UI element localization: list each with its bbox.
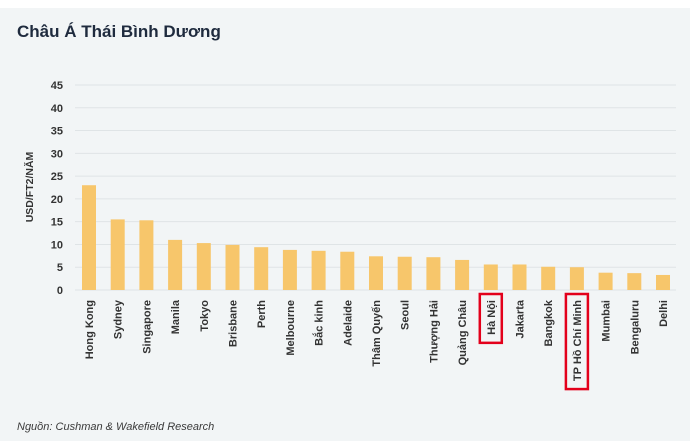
source-note: Nguồn: Cushman & Wakefield Research (17, 421, 215, 433)
bar (254, 247, 269, 290)
y-tick-label: 5 (57, 262, 63, 274)
x-tick-label: Quảng Châu (457, 300, 469, 365)
y-tick-label: 15 (51, 217, 63, 229)
bar (225, 244, 240, 290)
x-tick-label: Seoul (400, 300, 412, 330)
bar (656, 274, 670, 290)
bar (82, 185, 96, 290)
y-tick-label: 0 (57, 285, 63, 297)
x-axis-labels: Hong Kong Sydney Singapore Manila Tokyo Brisb… (84, 299, 670, 381)
x-tick-label: TP Hồ Chí Minh (572, 300, 584, 381)
bar (196, 243, 211, 290)
y-axis-label: USD/FT2/NĂM (23, 151, 36, 222)
bar (455, 259, 470, 290)
x-tick-label: Thượng Hải (428, 300, 440, 363)
bar (541, 266, 556, 290)
x-tick-label: Brisbane (228, 300, 240, 347)
bar (311, 250, 326, 290)
highlight-box (564, 292, 590, 391)
x-tick-label: Tokyo (199, 300, 211, 332)
bar (397, 256, 412, 290)
y-tick-label: 20 (51, 194, 63, 206)
x-tick-label: Perth (256, 300, 268, 328)
y-tick-label: 40 (51, 103, 63, 115)
x-tick-label: Manila (170, 299, 182, 334)
x-tick-label: Mumbai (601, 300, 613, 342)
highlight-boxes (478, 292, 590, 391)
y-tick-label: 30 (51, 148, 63, 160)
bar (139, 220, 154, 290)
x-tick-label: Sydney (113, 299, 125, 339)
y-tick-label: 10 (51, 239, 63, 251)
x-tick-label: Adelaide (342, 300, 354, 346)
bar (426, 257, 441, 290)
x-tick-label: Jakarta (515, 299, 527, 338)
y-tick-label: 25 (51, 171, 63, 183)
y-tick-label: 45 (51, 80, 63, 92)
x-tick-label: Bangkok (543, 299, 555, 346)
x-tick-label: Delhi (658, 300, 670, 327)
bar (282, 249, 297, 290)
page-title: Châu Á Thái Bình Dương (17, 22, 221, 41)
x-tick-label: Singapore (141, 300, 153, 354)
bar (512, 264, 527, 290)
highlight-box (478, 292, 504, 345)
bar (569, 267, 584, 290)
bar (110, 219, 125, 290)
bars (82, 185, 670, 290)
x-tick-label: Hà Nội (486, 300, 498, 335)
x-tick-label: Thâm Quyến (371, 300, 383, 367)
bar (627, 273, 642, 290)
bar (168, 239, 183, 290)
bar (598, 272, 613, 290)
y-tick-label: 35 (51, 126, 63, 138)
y-axis-ticks: 0 5 10 15 20 25 30 35 40 45 (51, 80, 63, 297)
x-tick-label: Bắc kinh (313, 300, 326, 346)
bar (340, 251, 355, 290)
x-tick-label: Melbourne (285, 300, 297, 356)
x-tick-label: Hong Kong (84, 300, 96, 359)
x-tick-label: Bengaluru (629, 300, 641, 354)
bar (483, 264, 498, 290)
bar (369, 256, 383, 290)
